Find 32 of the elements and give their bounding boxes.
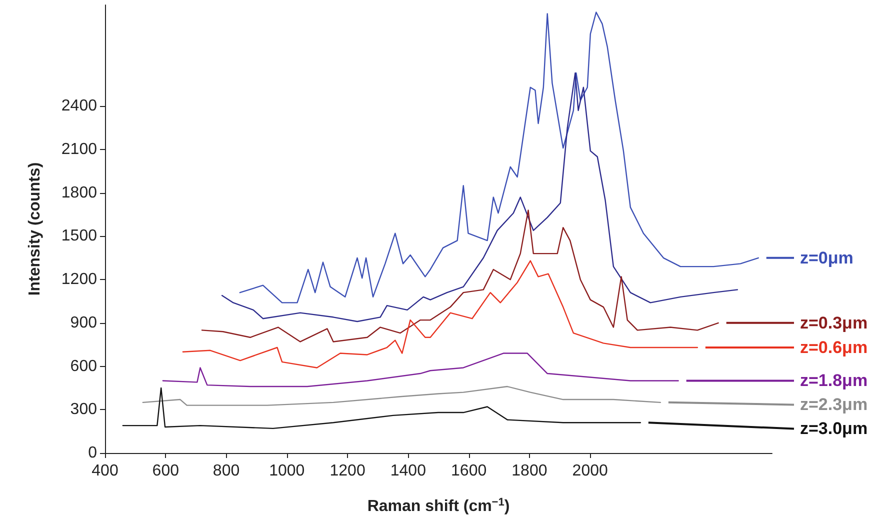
y-tick-label: 300 [70,401,98,418]
x-tick-label: 2000 [572,462,608,480]
x-tick-label: 1600 [451,462,487,480]
line-series [201,210,719,342]
line-series [239,12,759,304]
line-series [162,352,679,388]
line-series [122,387,642,430]
y-tick-label: 0 [88,444,98,462]
x-tick-label: 1400 [390,462,426,480]
text: z=0.6μm [800,338,868,358]
text: z=3.0μm [800,419,868,438]
legend-label: z=0.3μm [800,313,868,332]
legend-label: z=0μm [800,248,854,268]
line-series [142,386,662,406]
y-tick-label: 1500 [61,228,98,245]
y-tick-label: 900 [70,314,98,332]
y-tick-label: 2100 [61,141,98,158]
text: z=1.8μm [800,371,868,390]
y-tick-label: 2400 [61,98,98,115]
y-tick-label: 600 [70,358,98,375]
x-tick-label: 1800 [512,462,548,480]
text: z=2.3μm [800,395,868,414]
x-tick-label: 800 [212,462,240,480]
y-axis-title: Intensity (counts) [26,162,44,296]
x-tick-label: 1200 [330,462,366,480]
line-series [221,72,738,322]
x-tick-label: 1000 [269,462,305,480]
y-tick-label: 1200 [61,271,98,288]
line-series [182,260,698,368]
x-tick-label: 600 [152,462,180,480]
y-tick-label: 1800 [61,184,98,202]
x-tick-label: 400 [92,462,118,480]
